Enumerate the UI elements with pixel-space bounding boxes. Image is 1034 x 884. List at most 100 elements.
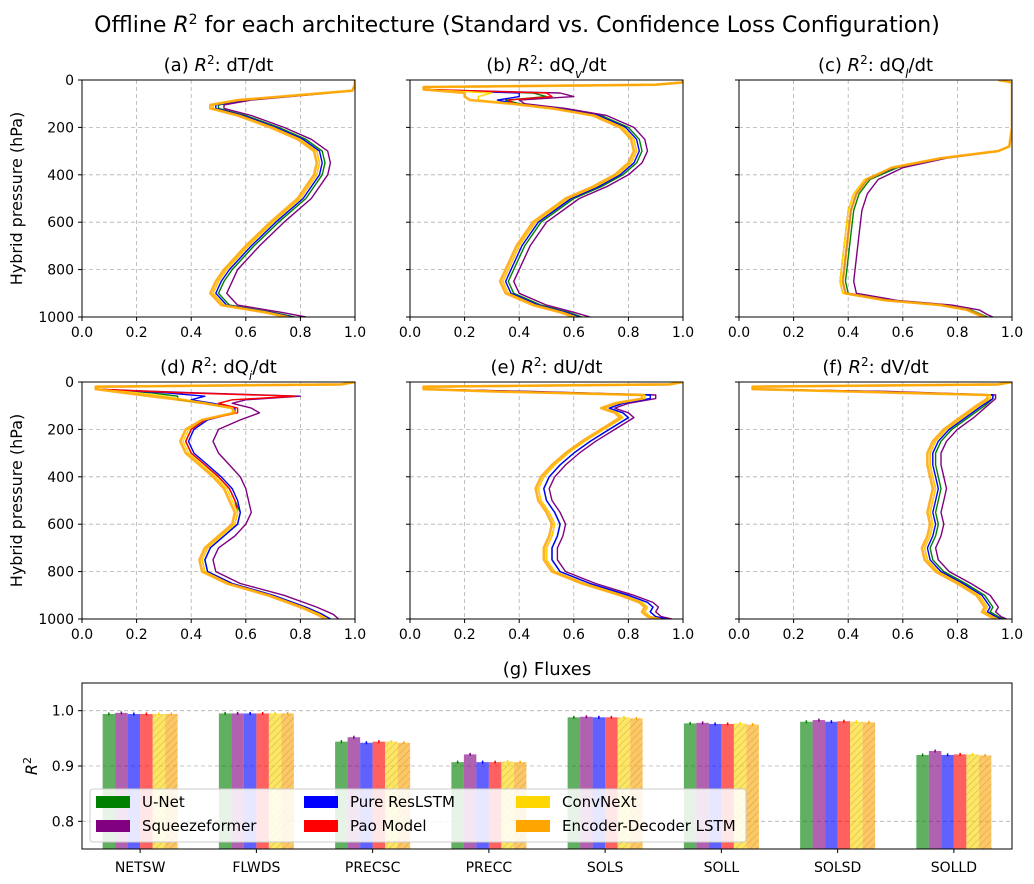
series-line-pure-reslstm <box>422 382 683 619</box>
x-tick-label: 0.4 <box>837 627 859 643</box>
series-group <box>209 80 355 317</box>
x-tick-label: 1.0 <box>672 627 694 643</box>
x-tick-label: 0.2 <box>125 627 147 643</box>
x-tick-label: 0.2 <box>782 627 804 643</box>
axes-frame <box>409 79 684 318</box>
x-tick-label: 0.6 <box>563 627 585 643</box>
x-tick-label: 0.0 <box>71 627 93 643</box>
bar-pao-model <box>837 721 851 849</box>
series-line-encoder-decoder-lstm <box>841 80 1012 317</box>
y-axis-label: Hybrid pressure (hPa) <box>7 112 26 285</box>
panel-a: 0.0 0.2 0.4 0.6 0.8 1.0 0 200 400 600 800 1000 Hybri… <box>7 53 366 341</box>
series-group <box>751 382 1012 619</box>
legend-label: Encoder-Decoder LSTM <box>562 817 736 835</box>
x-tick-label: 0.2 <box>125 325 147 341</box>
x-tick-label: 0.6 <box>235 627 257 643</box>
x-tick-label: 0.8 <box>289 325 311 341</box>
x-tick-label: 0.0 <box>399 325 421 341</box>
y-tick-label: 0 <box>65 375 74 391</box>
legend-label: Pure ResLSTM <box>350 793 455 811</box>
bar-pao-model <box>953 754 967 849</box>
x-tick-label: 0.8 <box>617 325 639 341</box>
x-tick-label: 0.0 <box>71 325 93 341</box>
x-tick-label: 1.0 <box>344 325 366 341</box>
series-line-encoder-decoder-lstm <box>94 382 355 619</box>
flux-bar-panel: NETSW FLWDS PRECSC PRECC SOLS SOLL SOLSD SOLLD 0… <box>21 659 1013 876</box>
axes-frame <box>409 381 684 620</box>
y-axis-label: R2 <box>21 757 42 775</box>
series-line-u-net <box>422 382 683 619</box>
x-tick-label: 0.4 <box>508 325 530 341</box>
x-tick-label: 0.6 <box>563 325 585 341</box>
bar-hatch <box>978 755 992 849</box>
y-tick-label: 200 <box>47 120 74 136</box>
panel-f: 0.0 0.2 0.4 0.6 0.8 1.0 (f) R2: dV/dt <box>728 355 1023 643</box>
x-tick-label: 0.4 <box>508 627 530 643</box>
panel-b: 0.0 0.2 0.4 0.6 0.8 1.0 (b) R2: dQv/dt <box>399 53 694 341</box>
y-tick-label: 600 <box>47 517 74 533</box>
y-tick-label: 800 <box>47 263 74 279</box>
x-tick-label: 1.0 <box>672 325 694 341</box>
y-tick-label: 600 <box>47 215 74 231</box>
y-tick-label: 400 <box>47 168 74 184</box>
x-tick-label: 0.2 <box>453 325 475 341</box>
y-tick-label: 1000 <box>38 612 74 628</box>
x-tick-label: FLWDS <box>232 860 280 876</box>
x-tick-label: 0.2 <box>453 627 475 643</box>
x-tick-label: PRECSC <box>345 860 401 876</box>
legend-label: Pao Model <box>350 817 427 835</box>
panel-title: (a) R2: dT/dt <box>164 53 274 76</box>
x-tick-label: 0.0 <box>728 325 750 341</box>
bar-hatch <box>850 721 863 849</box>
bar-pure-reslstm <box>825 721 838 849</box>
legend-swatch <box>516 796 550 808</box>
series-group <box>94 382 355 619</box>
series-line-convnext <box>422 382 683 619</box>
x-tick-label: 0.0 <box>399 627 421 643</box>
panel-title: (e) R2: dU/dt <box>491 355 603 378</box>
x-tick-label: SOLSD <box>814 860 861 876</box>
bar-hatch <box>966 754 979 849</box>
bar-squeezeformer <box>928 751 942 849</box>
bar-squeezeformer <box>812 720 826 849</box>
legend-label: U-Net <box>142 793 185 811</box>
y-tick-label: 200 <box>47 422 74 438</box>
bar-pure-reslstm <box>941 754 954 849</box>
y-tick-label: 0 <box>65 73 74 89</box>
y-tick-label: 0.8 <box>52 814 74 830</box>
axes-frame <box>81 381 356 620</box>
x-tick-label: 1.0 <box>344 627 366 643</box>
series-line-u-net <box>422 80 683 317</box>
y-tick-label: 400 <box>47 470 74 486</box>
series-line-squeezeformer <box>853 80 1012 317</box>
bar-hatch <box>746 724 759 849</box>
x-tick-label: 0.0 <box>728 627 750 643</box>
legend-swatch <box>516 820 550 832</box>
legend-swatch <box>304 796 338 808</box>
series-line-encoder-decoder-lstm <box>209 80 355 317</box>
axes-frame <box>81 79 356 318</box>
bar-u-net <box>916 754 929 849</box>
x-tick-label: NETSW <box>115 860 166 876</box>
series-group <box>839 80 1012 317</box>
panel-title: (b) R2: dQv/dt <box>486 53 606 81</box>
panel-title: (g) Fluxes <box>503 659 592 680</box>
legend-label: ConvNeXt <box>562 793 637 811</box>
series-line-u-net <box>844 80 1012 317</box>
y-tick-label: 1000 <box>38 310 74 326</box>
series-group <box>422 382 683 619</box>
series-group <box>422 80 683 317</box>
y-tick-label: 0.9 <box>52 759 74 775</box>
series-line-pure-reslstm <box>95 382 355 619</box>
series-line-squeezeformer <box>751 382 1012 619</box>
x-tick-label: PRECC <box>466 860 513 876</box>
legend-swatch <box>304 820 338 832</box>
axes-frame <box>738 381 1013 620</box>
x-tick-label: 0.6 <box>235 325 257 341</box>
panel-d: 0.0 0.2 0.4 0.6 0.8 1.0 0 200 400 600 800 1000 Hybri… <box>7 355 366 643</box>
panel-c: 0.0 0.2 0.4 0.6 0.8 1.0 (c) R2: dQl/dt <box>728 53 1023 341</box>
series-line-convnext <box>422 80 683 317</box>
y-axis-label: Hybrid pressure (hPa) <box>7 414 26 587</box>
panel-e: 0.0 0.2 0.4 0.6 0.8 1.0 (e) R2: dU/dt <box>399 355 694 643</box>
